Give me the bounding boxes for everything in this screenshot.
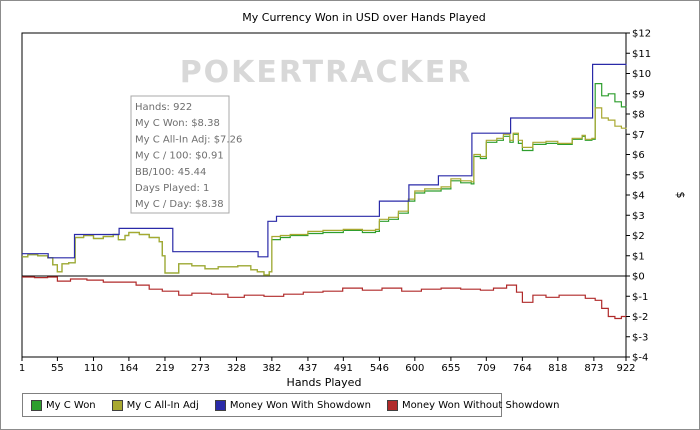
- x-axis-title: Hands Played: [287, 376, 362, 389]
- x-tick-label: 600: [405, 363, 424, 374]
- tooltip-line: My C All-In Adj: $7.26: [135, 134, 242, 145]
- y-tick-label: $8: [632, 110, 645, 121]
- y-tick-label: $1: [632, 251, 645, 262]
- legend-label: My C All-In Adj: [126, 399, 199, 411]
- tooltip-line: Days Played: 1: [135, 183, 209, 194]
- legend-item: My C Won: [31, 399, 96, 411]
- legend-swatch: [214, 399, 226, 411]
- legend-item: My C All-In Adj: [111, 399, 199, 411]
- y-tick-label: $10: [632, 69, 651, 80]
- y-tick-label: $5: [632, 170, 645, 181]
- y-tick-label: $-1: [632, 292, 648, 303]
- x-axis: 1 55 110 164 219 273 328 382 437 491 546 600 655 709 7…: [19, 357, 636, 374]
- y-tick-label: $6: [632, 150, 645, 161]
- tooltip-line: Hands: 922: [135, 102, 192, 113]
- y-tick-label: $9: [632, 89, 645, 100]
- x-tick-label: 655: [441, 363, 460, 374]
- y-tick-label: $0: [632, 272, 645, 283]
- legend-item: Money Won Without Showdown: [386, 399, 560, 411]
- x-tick-label: 1: [19, 363, 25, 374]
- y-tick-label: $11: [632, 49, 651, 60]
- y-tick-label: $2: [632, 231, 645, 242]
- series-line-4: [22, 276, 627, 320]
- y-axis: $12 $11 $10 $9 $8 $7 $6 $5 $4 $3 $2 $1 $0 $-1 $-2 $-3 $-…: [626, 29, 651, 364]
- y-tick-label: $-2: [632, 312, 648, 323]
- tooltip-line: My C Won: $8.38: [135, 118, 220, 129]
- legend-label: Money Won Without Showdown: [401, 399, 560, 411]
- legend-label: Money Won With Showdown: [229, 399, 371, 411]
- x-tick-label: 491: [334, 363, 353, 374]
- tooltip-box: Hands: 922 My C Won: $8.38 My C All-In Adj…: [130, 95, 242, 214]
- x-tick-label: 546: [370, 363, 389, 374]
- x-tick-label: 382: [262, 363, 281, 374]
- x-tick-label: 110: [84, 363, 103, 374]
- x-tick-label: 219: [155, 363, 174, 374]
- legend-swatch: [31, 399, 42, 411]
- y-tick-label: $-3: [632, 332, 648, 343]
- legend-swatch: [111, 399, 123, 411]
- y-tick-label: $7: [632, 130, 645, 141]
- y-tick-label: $4: [632, 191, 645, 202]
- series-layer: [22, 63, 627, 320]
- legend-label: My C Won: [46, 399, 96, 411]
- x-tick-label: 873: [584, 363, 603, 374]
- x-tick-label: 164: [119, 363, 138, 374]
- y-tick-label: $12: [632, 29, 651, 40]
- x-tick-label: 922: [616, 363, 635, 374]
- y-tick-label: $-4: [632, 353, 648, 364]
- series-line-2: [22, 107, 627, 276]
- x-tick-label: 437: [298, 363, 317, 374]
- legend-item: Money Won With Showdown: [214, 399, 371, 411]
- tooltip-line: My C / 100: $0.91: [135, 151, 224, 162]
- chart-title: My Currency Won in USD over Hands Played: [242, 11, 485, 24]
- x-tick-label: 328: [227, 363, 246, 374]
- x-tick-label: 764: [513, 363, 532, 374]
- x-tick-label: 55: [51, 363, 64, 374]
- watermark-logo: POKERTRACKER: [180, 55, 473, 90]
- x-tick-label: 273: [191, 363, 210, 374]
- y-axis-title: $: [674, 192, 687, 199]
- tooltip-line: BB/100: 45.44: [135, 167, 206, 178]
- legend: My C Won My C All-In Adj Money Won With Sh…: [22, 393, 559, 417]
- x-tick-label: 818: [548, 363, 567, 374]
- series-line-3: [22, 63, 627, 259]
- y-tick-label: $3: [632, 211, 645, 222]
- x-tick-label: 709: [477, 363, 496, 374]
- legend-swatch: [386, 399, 398, 411]
- series-line-1: [22, 83, 627, 276]
- tooltip-line: My C / Day: $8.38: [135, 199, 224, 210]
